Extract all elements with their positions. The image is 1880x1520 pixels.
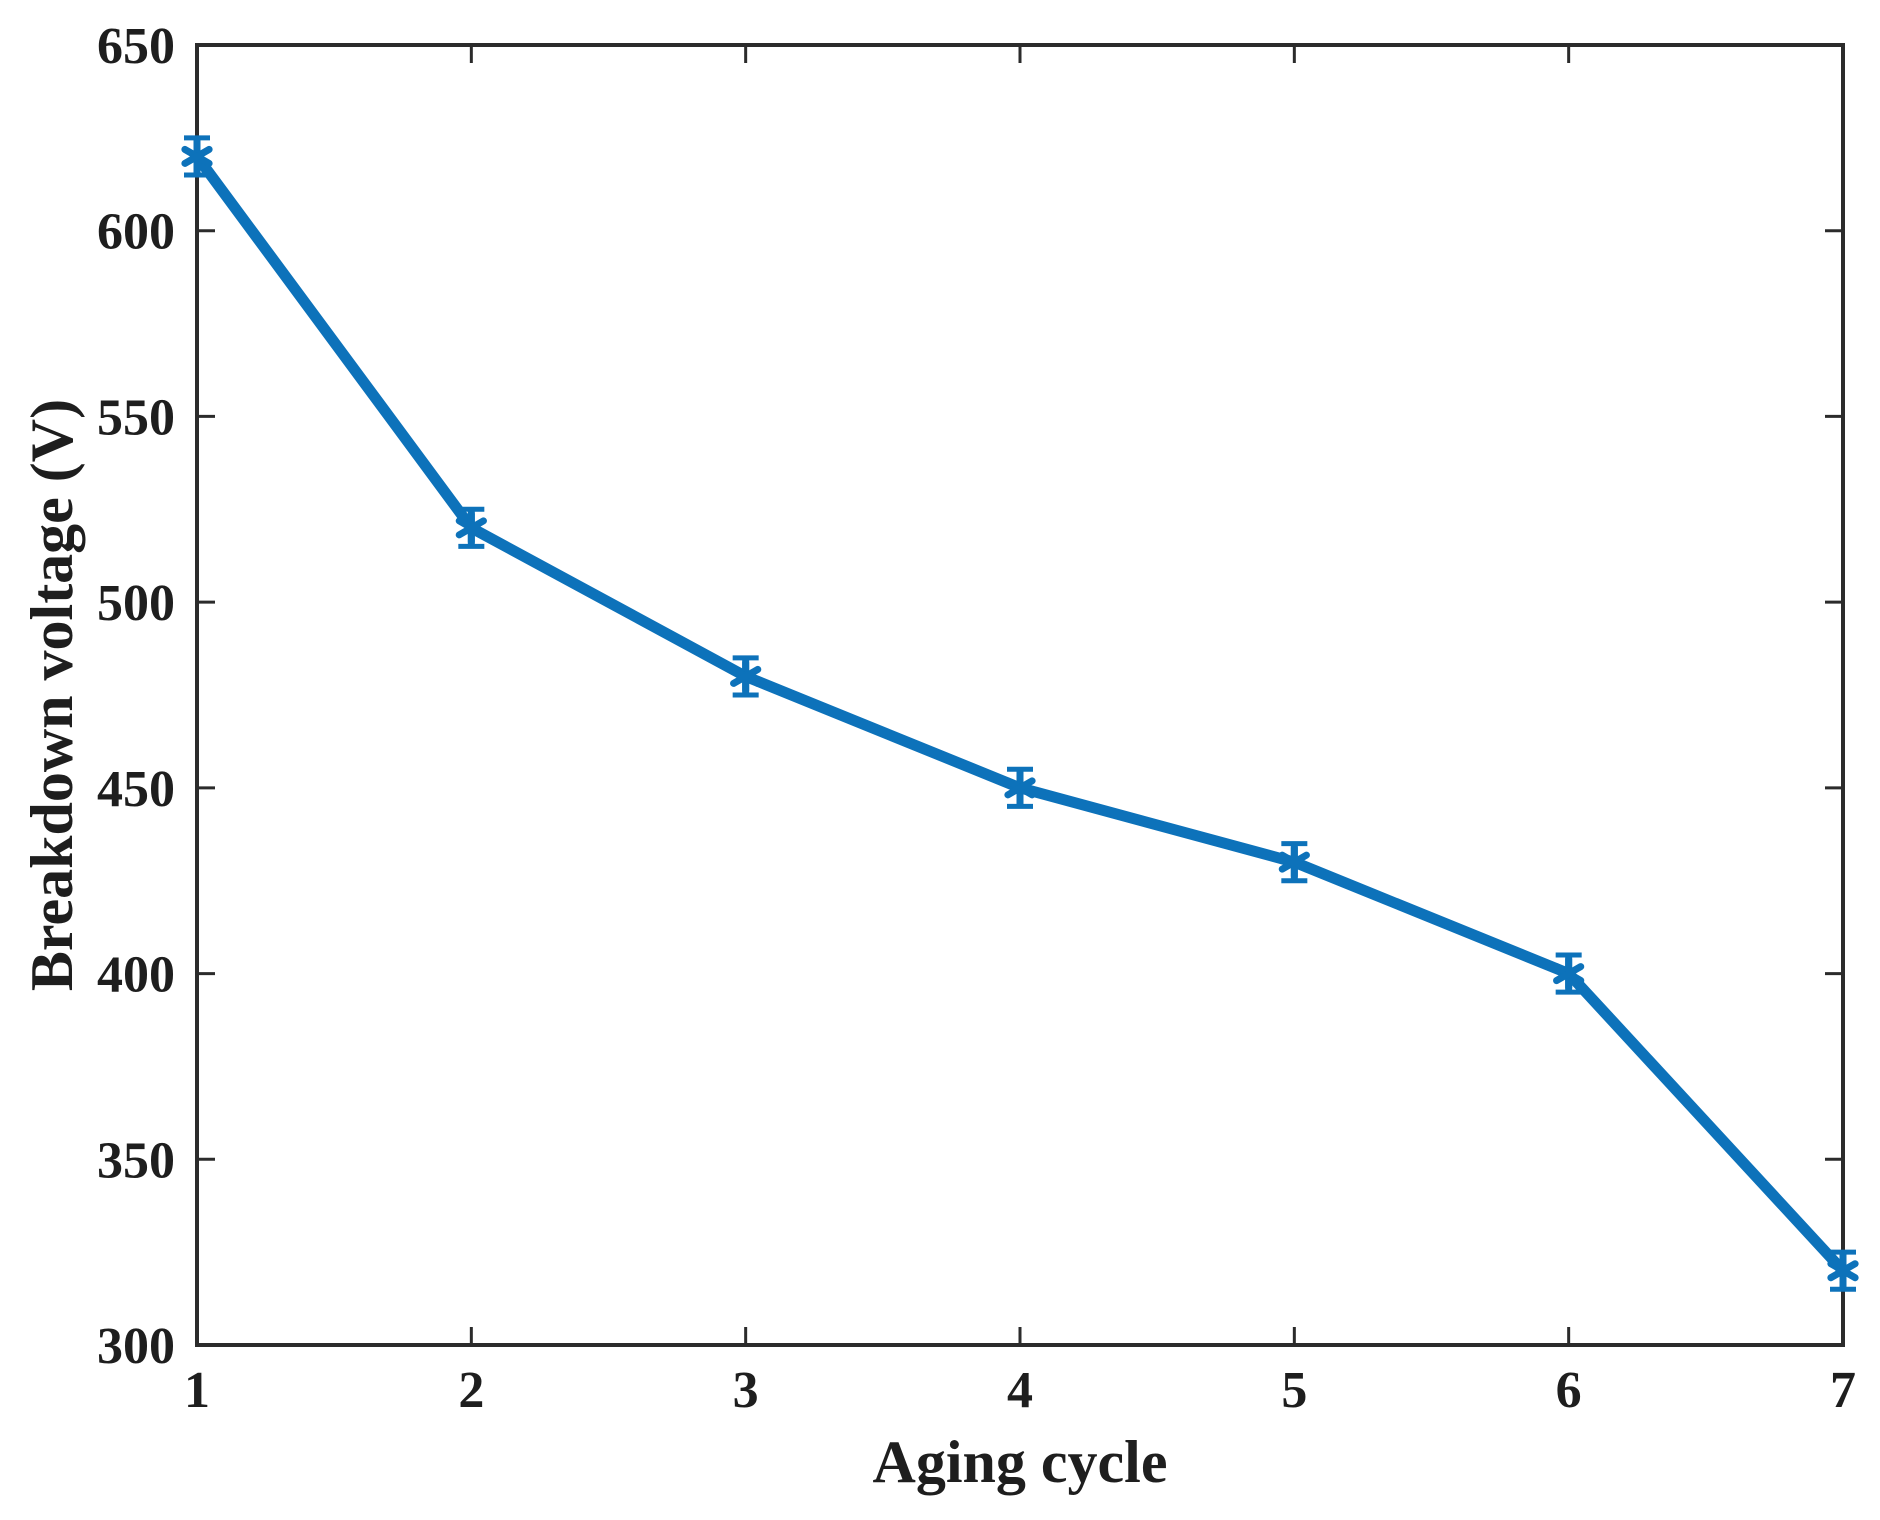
y-tick-label: 350 [97,1132,175,1189]
y-tick-label: 550 [97,389,175,446]
x-tick-label: 3 [733,1362,759,1419]
y-tick-label: 300 [97,1318,175,1375]
y-tick-label: 500 [97,575,175,632]
y-tick-label: 600 [97,204,175,261]
plot-frame [195,43,1845,1347]
x-tick-label: 1 [184,1362,210,1419]
data-point-marker [730,665,762,687]
data-point-marker [1004,777,1036,799]
x-tick-label: 7 [1830,1362,1856,1419]
y-tick-label: 650 [97,18,175,75]
y-tick-label: 400 [97,947,175,1004]
data-point-marker [1278,851,1310,873]
data-point-marker [1827,1260,1859,1282]
x-axis-label: Aging cycle [872,1429,1168,1495]
x-tick-label: 2 [458,1362,484,1419]
data-point-marker [1553,963,1585,985]
x-tick-label: 4 [1007,1362,1033,1419]
y-axis-label: Breakdown voltage (V) [19,398,85,992]
y-tick-label: 450 [97,761,175,818]
x-tick-label: 6 [1556,1362,1582,1419]
data-point-marker [455,517,487,539]
data-point-marker [181,145,213,167]
x-tick-label: 5 [1281,1362,1307,1419]
series-line [191,150,1849,1277]
